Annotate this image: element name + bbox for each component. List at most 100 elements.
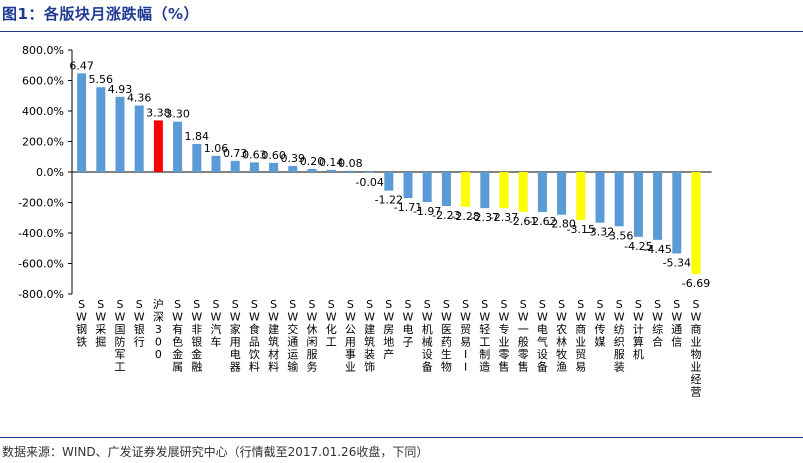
bar — [461, 172, 471, 207]
bar — [345, 170, 355, 172]
bar — [480, 172, 490, 209]
data-label: 3.38 — [146, 106, 171, 119]
chart-title: 图1：各版块月涨跌幅（%） — [2, 5, 199, 23]
data-label: -2.62 — [528, 215, 556, 228]
bar — [365, 172, 375, 173]
data-label: -1.22 — [375, 194, 403, 207]
x-tick-label: S W 机械设备 — [422, 298, 433, 374]
x-tick-label: S W 建筑材料 — [268, 298, 279, 374]
x-tick-label: S W 电子 — [403, 298, 414, 349]
bar — [211, 155, 221, 172]
x-tick-label: S W 非银金融 — [191, 298, 202, 374]
bar — [153, 120, 163, 172]
x-tick-label: S W 专业零售 — [499, 298, 510, 374]
data-label: -2.37 — [471, 211, 499, 224]
bar — [595, 172, 605, 223]
source-divider — [0, 437, 803, 438]
x-tick-label: S W 医药生物 — [441, 298, 452, 374]
bar — [691, 172, 701, 275]
bar — [672, 172, 682, 254]
x-tick-label: S W 计算机 — [633, 298, 644, 361]
y-tick-label: 600.0% — [22, 75, 64, 88]
data-label: -4.25 — [624, 240, 652, 253]
x-tick-label: S W 建筑装饰 — [364, 298, 375, 374]
bar — [326, 169, 336, 172]
data-label: -3.15 — [567, 223, 595, 236]
bar — [422, 172, 432, 203]
data-label: -2.23 — [432, 209, 460, 222]
x-tick-label: S W 综合 — [652, 298, 663, 349]
bar — [173, 121, 183, 172]
x-tick-label: S W 商业物业经营 — [691, 298, 702, 399]
data-label: 0.14 — [319, 156, 344, 169]
y-tick-label: -600.0% — [18, 258, 64, 271]
data-label: 0.73 — [223, 147, 248, 160]
data-label: -1.71 — [394, 201, 422, 214]
data-label: 4.93 — [108, 83, 133, 96]
data-label: 0.63 — [242, 148, 267, 161]
bar — [653, 172, 663, 240]
x-tick-label: S W 休闲服务 — [307, 298, 318, 374]
y-tick-label: 800.0% — [22, 44, 64, 57]
data-label: 1.84 — [185, 130, 210, 143]
x-tick-label: S W 钢铁 — [76, 298, 87, 349]
y-tick-label: 0.0% — [36, 166, 64, 179]
bar — [518, 172, 528, 212]
data-label: 3.30 — [165, 108, 190, 121]
data-label: 4.36 — [127, 92, 152, 105]
data-label: 0.08 — [338, 157, 363, 170]
x-tick-label: 沪深 3 0 0 — [153, 297, 164, 361]
x-tick-label: S W 公用事业 — [345, 298, 356, 374]
y-tick-label: 200.0% — [22, 136, 64, 149]
x-tick-label: S W 交通运输 — [287, 298, 298, 374]
bar — [77, 73, 87, 172]
x-tick-label: S W 电气设备 — [537, 298, 548, 374]
bar — [134, 105, 144, 172]
x-tick-label: S W 房地产 — [383, 298, 394, 361]
data-label: -2.28 — [451, 210, 479, 223]
x-tick-label: S W 一般零售 — [518, 298, 529, 374]
bar — [441, 172, 451, 207]
x-tick-label: S W 通信 — [671, 298, 682, 349]
bar — [96, 87, 106, 172]
y-tick-label: -400.0% — [18, 227, 64, 240]
bar — [499, 172, 509, 209]
y-tick-label: -200.0% — [18, 197, 64, 210]
title-divider — [0, 31, 803, 32]
data-label: -2.80 — [547, 218, 575, 231]
bar — [557, 172, 567, 215]
data-label: -3.56 — [605, 229, 633, 242]
data-label: -5.34 — [663, 256, 691, 269]
bar-chart: 800.0% 600.0% 400.0% 200.0% 0.0% -200.0% -400.… — [18, 44, 712, 399]
data-label: 0.39 — [281, 152, 306, 165]
x-tick-label: S W 汽车 — [211, 298, 222, 349]
data-label: 0.60 — [261, 149, 286, 162]
data-label: -4.45 — [643, 243, 671, 256]
bar — [307, 168, 317, 172]
bar — [537, 172, 547, 212]
x-tick-label: S W 国防军工 — [115, 298, 126, 374]
data-label: -2.37 — [490, 211, 518, 224]
bar — [269, 162, 279, 172]
data-label: -0.04 — [355, 176, 383, 189]
bar — [230, 160, 240, 172]
data-label: 5.56 — [89, 73, 114, 86]
x-tick-label: S W 有色金属 — [172, 298, 183, 374]
data-label: 1.06 — [204, 142, 229, 155]
bar — [403, 172, 413, 199]
bar — [288, 166, 298, 172]
bar — [192, 143, 202, 172]
data-label: 6.47 — [69, 59, 94, 72]
x-tick-label: S W 商业贸易 — [575, 298, 586, 374]
data-label: -2.61 — [509, 215, 537, 228]
bar — [576, 172, 586, 221]
bar — [384, 172, 394, 191]
data-label: -1.97 — [413, 205, 441, 218]
y-tick-label: 400.0% — [22, 105, 64, 118]
data-label: -3.32 — [586, 226, 614, 239]
x-tick-label: S W 传媒 — [595, 298, 606, 349]
x-tick-label: S W 采掘 — [95, 298, 106, 349]
bar — [249, 162, 259, 172]
data-label: 0.20 — [300, 155, 325, 168]
data-source-note: 数据来源：WIND、广发证券发展研究中心（行情截至2017.01.26收盘，下同… — [2, 445, 429, 459]
